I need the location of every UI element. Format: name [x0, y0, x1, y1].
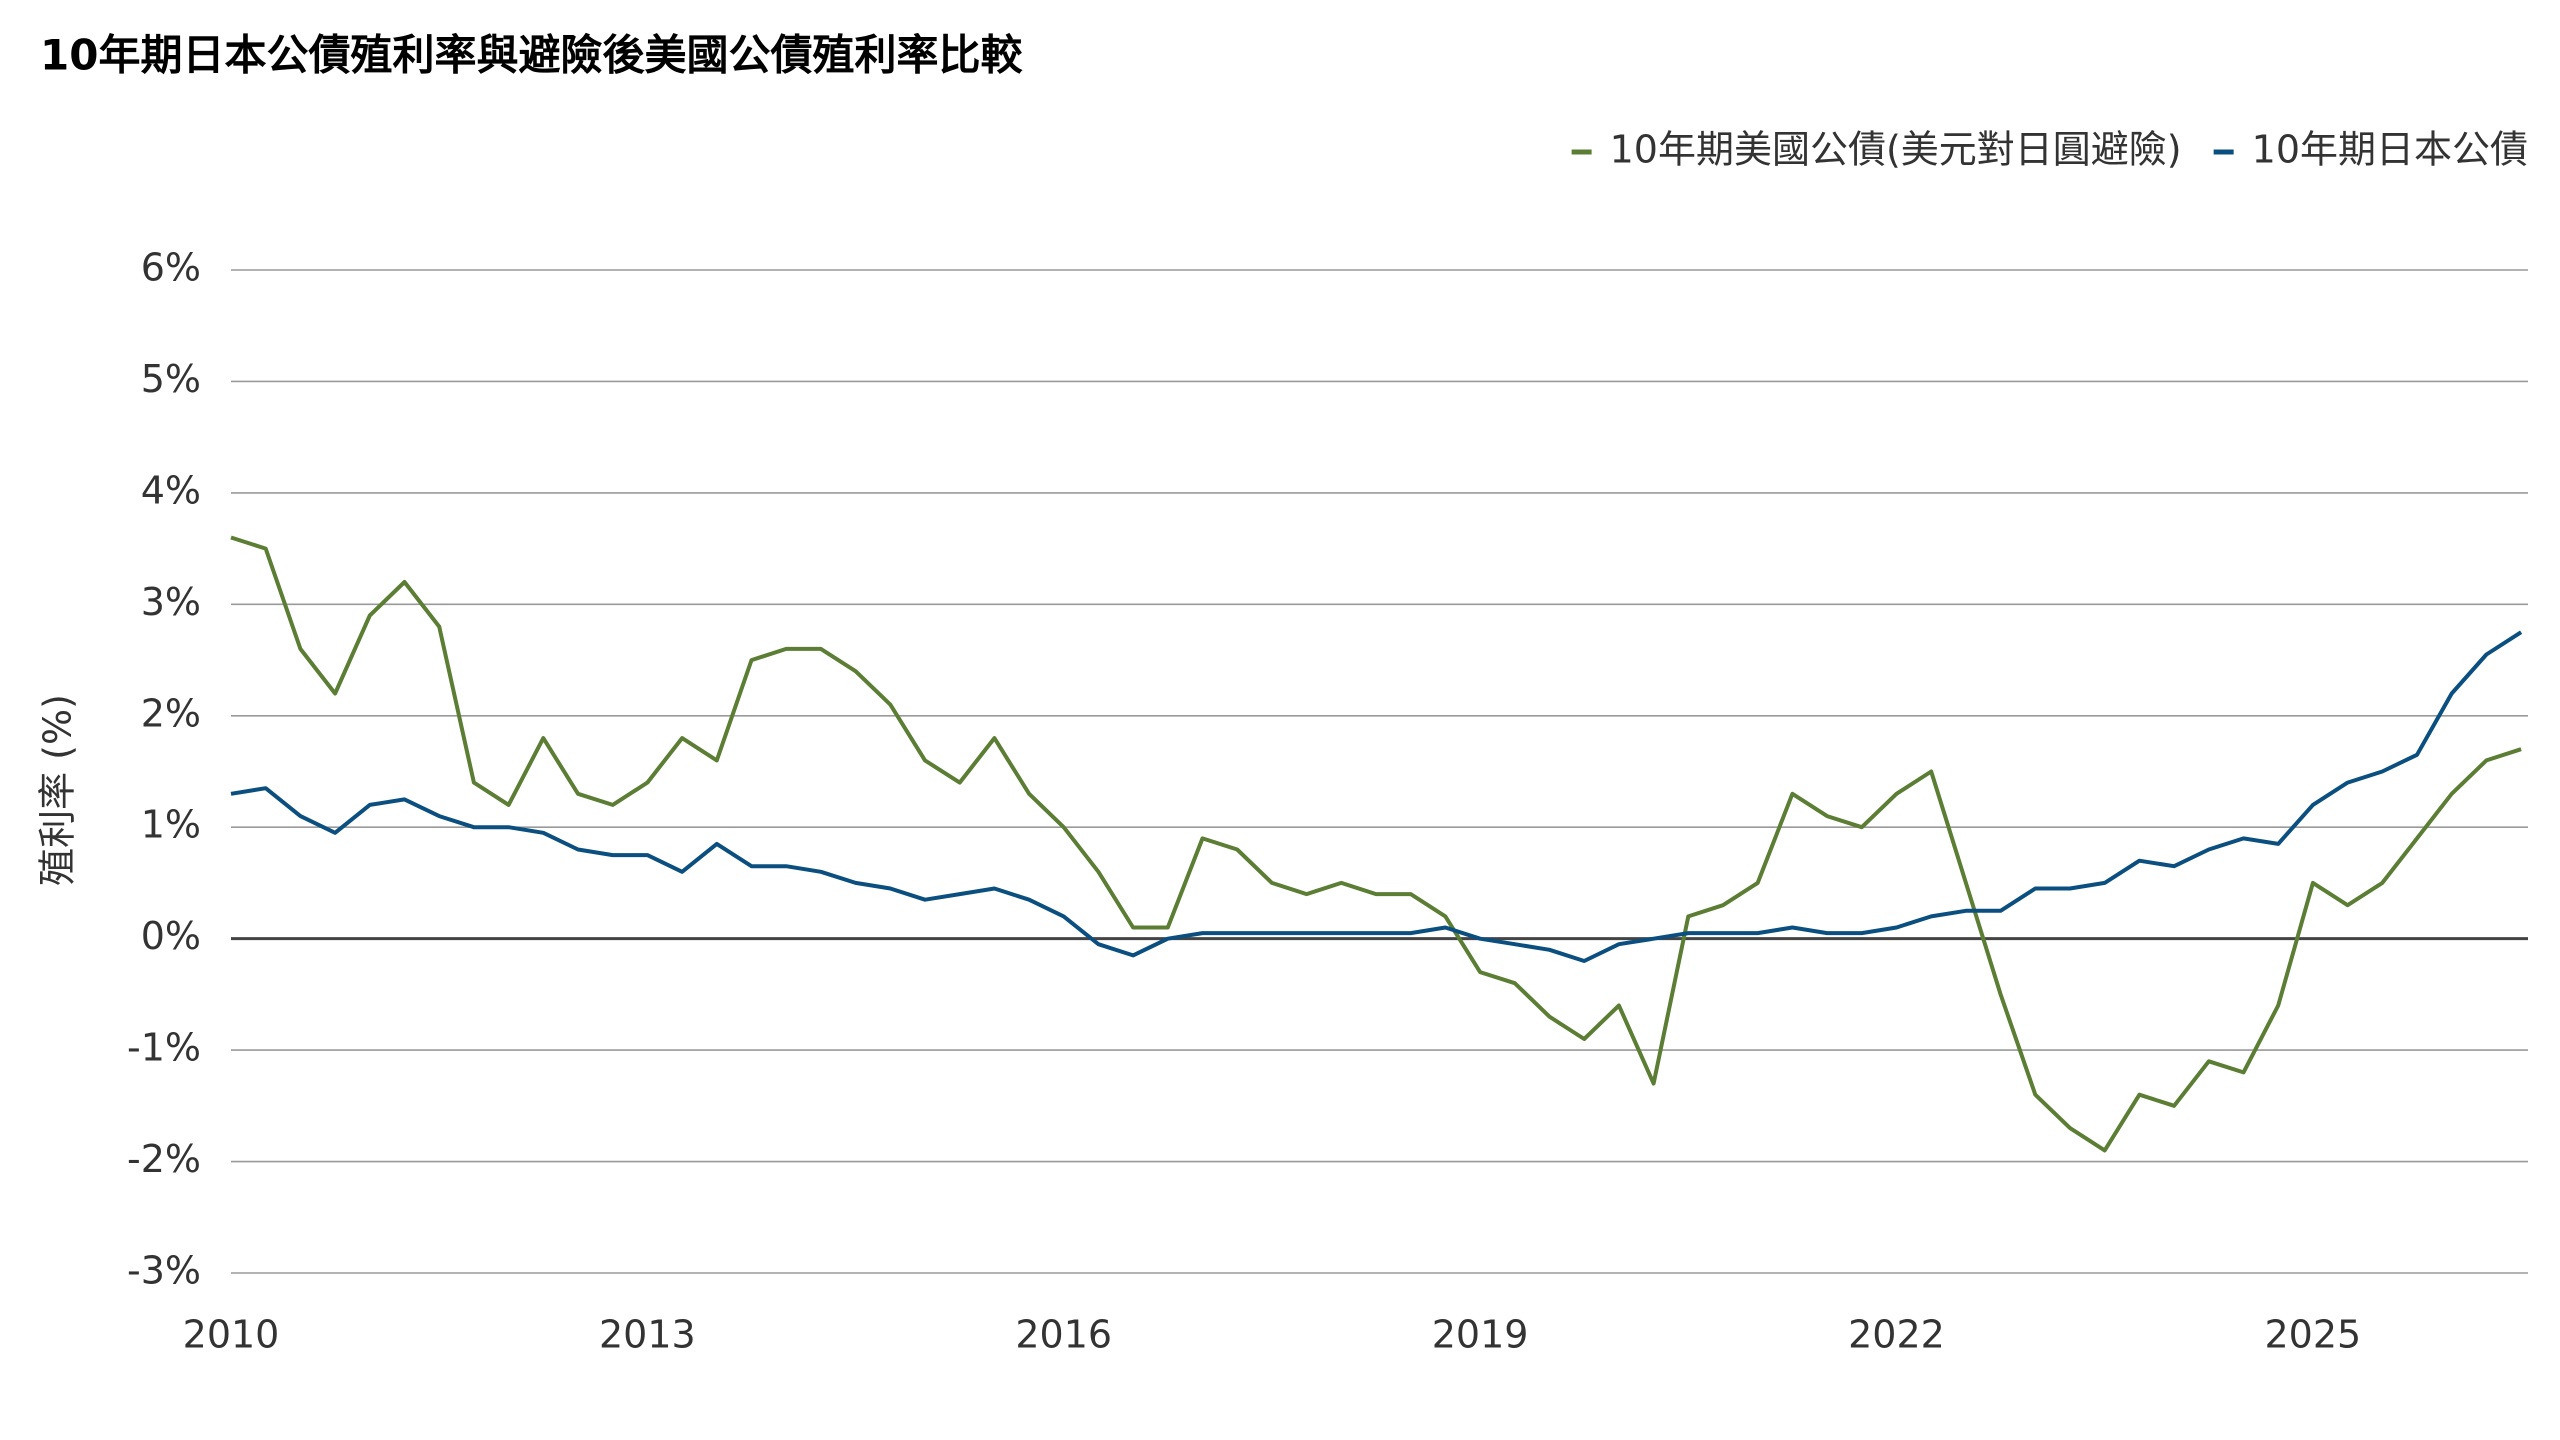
y-tick-label: 1% — [141, 803, 201, 847]
y-tick-label: 5% — [141, 357, 201, 401]
y-axis-label: 殖利率 (%) — [36, 694, 80, 886]
x-tick-label: 2019 — [1432, 1313, 1529, 1357]
legend-label: 10年期美國公債(美元對日圓避險) — [1610, 128, 2182, 172]
y-tick-label: 0% — [141, 914, 201, 958]
x-tick-label: 2016 — [1015, 1313, 1112, 1357]
y-tick-label: -1% — [127, 1026, 201, 1070]
line-series — [230, 630, 2523, 963]
y-tick-label: -3% — [127, 1249, 201, 1293]
y-tick-label: 3% — [141, 580, 201, 624]
y-tick-label: -2% — [127, 1137, 201, 1181]
y-tick-label: 6% — [141, 246, 201, 290]
y-tick-label: 4% — [141, 468, 201, 512]
legend-label: 10年期日本公債 — [2252, 128, 2528, 172]
y-tick-label: 2% — [141, 691, 201, 735]
chart-title: 10年期日本公債殖利率與避險後美國公債殖利率比較 — [40, 31, 1023, 80]
x-tick-label: 2010 — [183, 1313, 280, 1357]
x-tick-label: 2022 — [1848, 1313, 1945, 1357]
x-tick-label: 2013 — [599, 1313, 696, 1357]
line-series — [230, 535, 2522, 1153]
x-tick-label: 2025 — [2265, 1313, 2362, 1357]
